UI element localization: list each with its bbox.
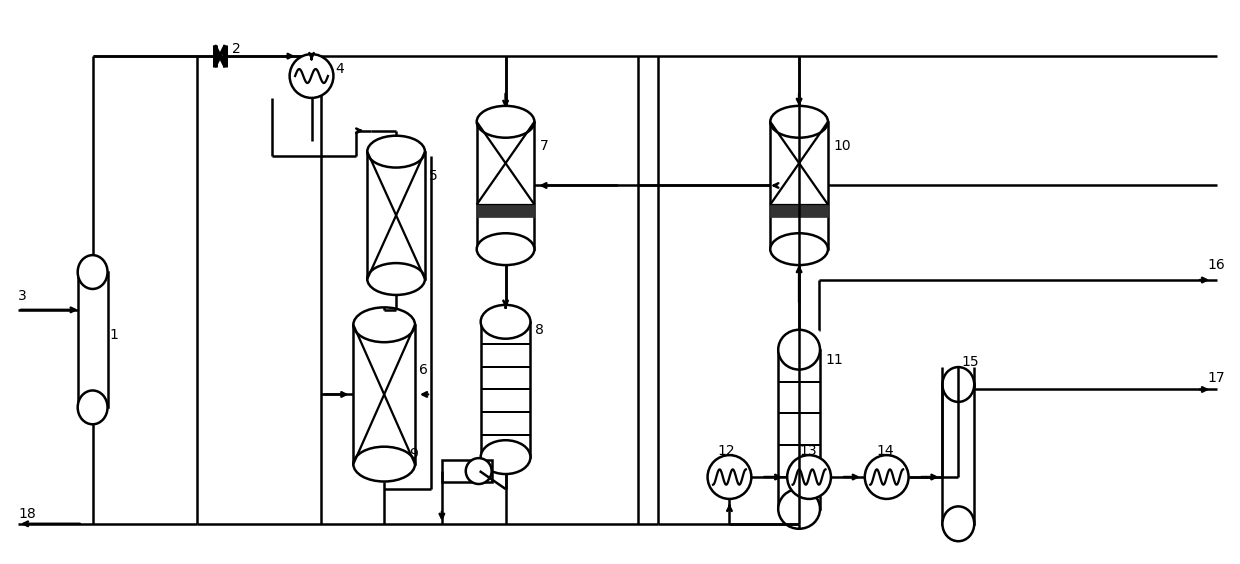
Text: 4: 4: [335, 62, 345, 76]
Bar: [942, 385, 975, 524]
Text: 3: 3: [17, 289, 27, 303]
Ellipse shape: [78, 255, 108, 289]
Ellipse shape: [78, 390, 108, 424]
Bar: [441, 460, 491, 482]
Text: 5: 5: [429, 169, 438, 183]
Ellipse shape: [353, 307, 415, 342]
Ellipse shape: [864, 455, 909, 499]
Bar: [481, 322, 531, 457]
Ellipse shape: [476, 233, 534, 265]
Ellipse shape: [367, 136, 425, 168]
Ellipse shape: [290, 54, 334, 98]
Ellipse shape: [367, 263, 425, 295]
Ellipse shape: [708, 455, 751, 499]
Text: 11: 11: [825, 352, 843, 367]
Text: 12: 12: [718, 444, 735, 458]
Text: 15: 15: [961, 355, 978, 369]
Bar: [353, 325, 415, 464]
Bar: [770, 122, 828, 249]
Text: 14: 14: [877, 444, 894, 458]
Ellipse shape: [942, 367, 975, 402]
Text: 1: 1: [109, 328, 118, 342]
Bar: [367, 152, 425, 279]
Bar: [770, 205, 828, 217]
Ellipse shape: [466, 458, 491, 484]
Text: 10: 10: [833, 139, 851, 153]
Bar: [779, 350, 820, 509]
Ellipse shape: [770, 233, 828, 265]
Ellipse shape: [481, 305, 531, 339]
Bar: [78, 272, 108, 407]
Text: 17: 17: [1207, 371, 1225, 385]
Ellipse shape: [787, 455, 831, 499]
Ellipse shape: [942, 506, 975, 541]
Ellipse shape: [779, 330, 820, 369]
Text: 6: 6: [419, 363, 428, 377]
Bar: [476, 122, 534, 249]
Text: 9: 9: [409, 447, 418, 461]
Text: 7: 7: [539, 139, 548, 153]
Text: 2: 2: [232, 42, 241, 56]
Text: 13: 13: [799, 444, 817, 458]
Ellipse shape: [353, 447, 415, 482]
Bar: [476, 205, 534, 217]
Ellipse shape: [779, 489, 820, 529]
Text: 8: 8: [536, 323, 544, 337]
Text: 18: 18: [17, 507, 36, 521]
Ellipse shape: [770, 106, 828, 138]
Ellipse shape: [476, 106, 534, 138]
Text: 16: 16: [1207, 258, 1225, 272]
Ellipse shape: [481, 440, 531, 474]
